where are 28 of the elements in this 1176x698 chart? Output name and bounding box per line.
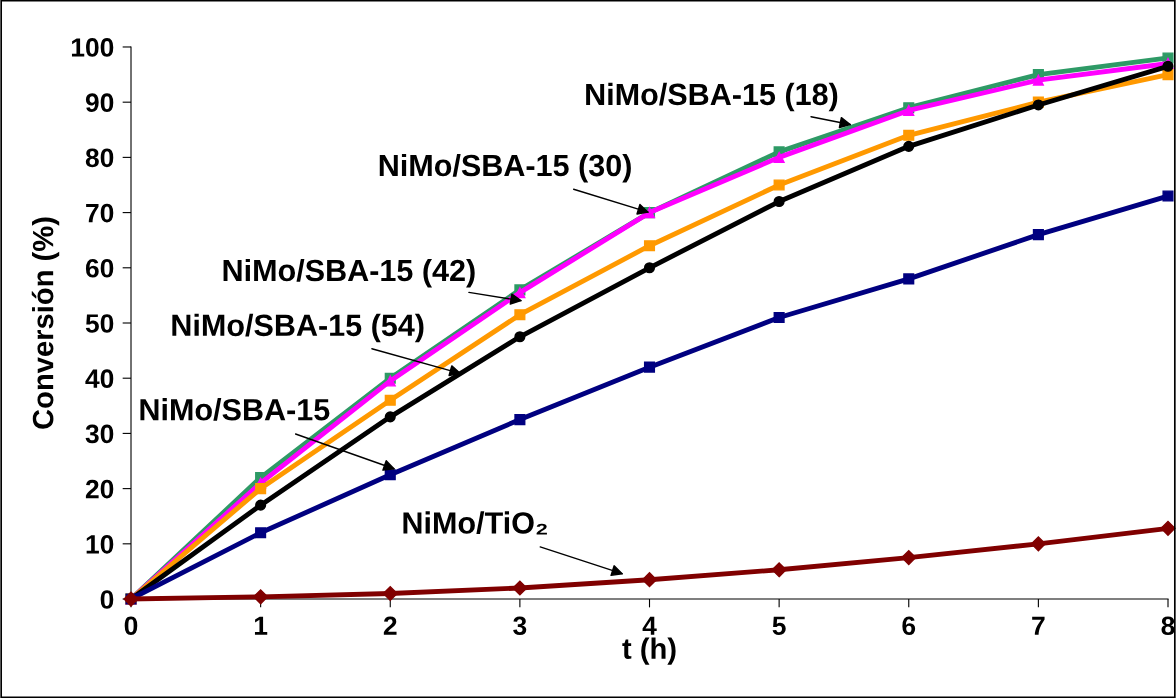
annotation: NiMo/SBA-15 (54) bbox=[172, 313, 424, 343]
y-tick-label: 90 bbox=[85, 93, 114, 112]
x-axis-title: t (h) bbox=[622, 637, 676, 665]
y-tick-label: 70 bbox=[86, 203, 114, 223]
y-tick-label: 100 bbox=[71, 38, 114, 57]
x-tick-label: 5 bbox=[772, 616, 786, 636]
y-tick-label: 60 bbox=[85, 258, 114, 278]
annotation: NiMo/SBA-15 (30) bbox=[379, 153, 631, 183]
annotation: NiMo/SBA-15 bbox=[140, 398, 330, 421]
x-tick-label: 4 bbox=[642, 616, 657, 635]
y-axis-title: Conversión (%) bbox=[31, 217, 60, 429]
x-tick-label: 3 bbox=[513, 616, 527, 636]
y-tick-label: 80 bbox=[85, 148, 114, 168]
x-tick-label: 8 bbox=[1161, 616, 1175, 636]
x-tick-label: 0 bbox=[124, 616, 138, 636]
y-tick-label: 30 bbox=[85, 424, 114, 444]
annotation: NiMo/SBA-15 (42) bbox=[223, 258, 475, 288]
x-tick-label: 2 bbox=[383, 616, 397, 635]
y-tick-label: 0 bbox=[100, 590, 114, 609]
x-tick-label: 1 bbox=[254, 616, 268, 635]
y-tick-label: 50 bbox=[85, 314, 114, 333]
y-tick-label: 40 bbox=[85, 369, 114, 389]
x-tick-label: 7 bbox=[1032, 616, 1045, 635]
annotation: NiMo/TiO₂ bbox=[403, 511, 547, 535]
x-tick-label: 6 bbox=[902, 616, 916, 636]
y-tick-label: 20 bbox=[85, 479, 114, 499]
y-tick-label: 10 bbox=[86, 534, 114, 554]
annotation: NiMo/SBA-15 (18) bbox=[586, 82, 838, 112]
